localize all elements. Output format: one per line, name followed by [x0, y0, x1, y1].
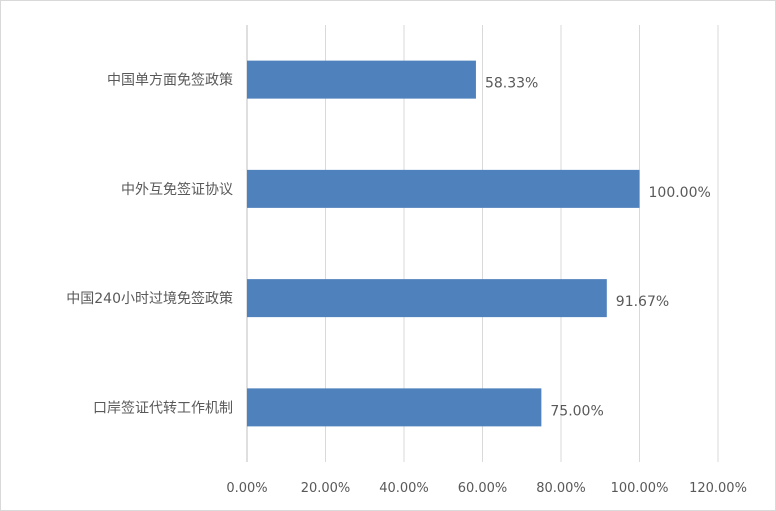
data-label: 58.33%: [485, 76, 538, 92]
data-label: 75.00%: [550, 403, 603, 419]
category-label: 口岸签证代转工作机制: [93, 399, 233, 416]
x-tick-label: 20.00%: [301, 481, 351, 496]
category-label: 中外互免签证协议: [121, 181, 233, 198]
x-tick-label: 40.00%: [379, 481, 429, 496]
x-tick-label: 0.00%: [226, 481, 267, 496]
x-tick-label: 60.00%: [458, 481, 508, 496]
data-label: 91.67%: [616, 294, 669, 310]
data-label: 100.00%: [649, 185, 711, 201]
bar: [247, 169, 640, 208]
bar: [247, 279, 607, 318]
bar: [247, 60, 476, 99]
x-tick-label: 120.00%: [689, 481, 747, 496]
x-tick-label: 80.00%: [536, 481, 586, 496]
bar: [247, 388, 542, 427]
category-label: 中国单方面免签政策: [107, 72, 233, 89]
category-label: 中国240小时过境免签政策: [66, 290, 233, 307]
x-tick-label: 100.00%: [611, 481, 669, 496]
